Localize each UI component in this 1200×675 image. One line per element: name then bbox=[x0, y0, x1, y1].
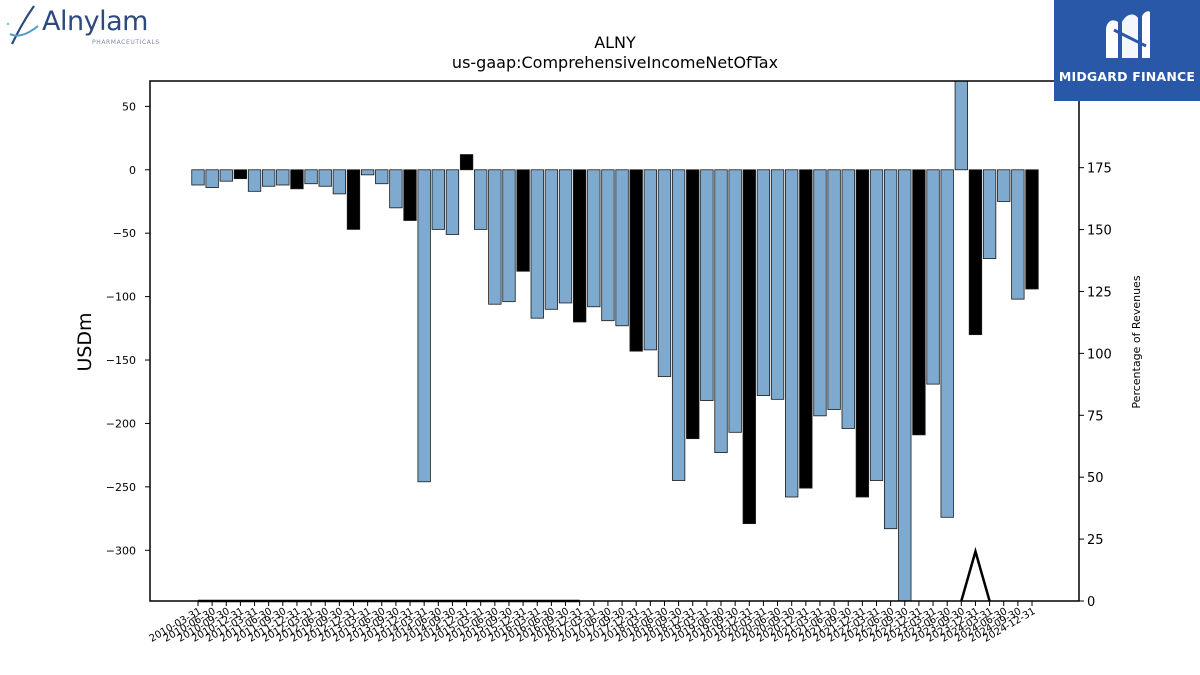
bar-2016-12-31 bbox=[573, 169, 587, 323]
bar-2010-06-30 bbox=[205, 169, 219, 188]
alnylam-logo: Alnylam PHARMACEUTICALS bbox=[4, 4, 164, 50]
y-tick-label: −50 bbox=[113, 227, 136, 240]
bar-2012-06-30 bbox=[318, 169, 332, 187]
bar-2021-06-30 bbox=[827, 169, 841, 410]
bar-2021-03-31 bbox=[813, 169, 827, 417]
chart-title: ALNY bbox=[594, 33, 636, 52]
y-tick-label: −150 bbox=[106, 354, 136, 367]
plot-frame bbox=[149, 80, 1080, 602]
bar-2018-03-31 bbox=[643, 169, 657, 351]
bar-2023-09-30 bbox=[954, 80, 968, 171]
y-tick-label: −200 bbox=[106, 417, 136, 430]
alnylam-sub-text: PHARMACEUTICALS bbox=[92, 39, 160, 46]
alnylam-brand-text: Alnylam bbox=[42, 6, 148, 37]
bar-2017-09-30 bbox=[615, 169, 629, 327]
y2-tick-label: 25 bbox=[1087, 533, 1104, 548]
bars-group bbox=[191, 80, 1039, 602]
bar-2019-03-31 bbox=[700, 169, 714, 402]
bar-2013-06-30 bbox=[375, 169, 389, 185]
midgard-finance-logo: MIDGARD FINANCE bbox=[1054, 0, 1200, 101]
bar-2024-06-30 bbox=[997, 169, 1011, 202]
x-axis-ticks: 2010-03-312010-06-302010-09-302010-12-31… bbox=[148, 601, 1038, 645]
bar-2014-12-31 bbox=[459, 154, 474, 171]
bar-2013-09-30 bbox=[389, 169, 403, 209]
bar-2017-06-30 bbox=[601, 169, 615, 322]
bar-2021-09-30 bbox=[841, 169, 855, 429]
bar-2022-03-31 bbox=[869, 169, 884, 481]
bar-2016-03-31 bbox=[530, 169, 544, 319]
chart-subtitle: us-gaap:ComprehensiveIncomeNetOfTax bbox=[452, 53, 778, 72]
y2-tick-label: 75 bbox=[1087, 409, 1104, 424]
bar-2016-06-30 bbox=[544, 169, 559, 310]
bar-2019-09-30 bbox=[728, 169, 742, 433]
ratio-line-group bbox=[198, 546, 991, 603]
y-axis-label: USDm bbox=[74, 312, 96, 371]
bar-2014-09-30 bbox=[445, 169, 460, 235]
bar-2015-12-31 bbox=[516, 169, 530, 272]
y-axis-ticks: 50 0 −50 −100 −150 −200 −250 −300 bbox=[106, 100, 150, 557]
bar-2011-09-30 bbox=[276, 169, 290, 186]
bar-2011-12-31 bbox=[290, 169, 304, 190]
bar-2012-12-31 bbox=[346, 169, 361, 230]
bar-2012-03-31 bbox=[304, 169, 318, 185]
bar-2020-09-30 bbox=[785, 169, 799, 498]
bar-2019-06-30 bbox=[714, 169, 728, 454]
bar-2014-06-30 bbox=[431, 169, 445, 230]
bar-2012-09-30 bbox=[332, 169, 347, 195]
y2-tick-label: 50 bbox=[1087, 471, 1104, 486]
y2-tick-label: 175 bbox=[1087, 162, 1112, 177]
bar-2020-06-30 bbox=[770, 169, 785, 400]
y-tick-label: −300 bbox=[106, 544, 136, 557]
bar-2011-06-30 bbox=[262, 169, 276, 187]
bar-2024-09-30 bbox=[1011, 169, 1025, 300]
bar-2024-03-31 bbox=[982, 169, 997, 259]
bar-2022-06-30 bbox=[883, 169, 898, 530]
bar-2015-09-30 bbox=[502, 169, 516, 303]
bar-2011-03-31 bbox=[247, 169, 262, 192]
bar-2010-03-31 bbox=[191, 169, 205, 186]
bar-2018-09-30 bbox=[671, 169, 686, 481]
bar-2021-12-31 bbox=[855, 169, 870, 498]
y-tick-label: −100 bbox=[106, 291, 136, 304]
bar-2015-06-30 bbox=[488, 169, 502, 305]
bar-2018-12-31 bbox=[686, 169, 700, 440]
ratio-line bbox=[960, 546, 991, 602]
bar-2016-09-30 bbox=[558, 169, 573, 304]
bar-2010-09-30 bbox=[219, 169, 233, 182]
y-tick-label: 0 bbox=[129, 164, 136, 177]
bar-2022-12-31 bbox=[912, 169, 926, 436]
alnylam-swoosh-icon bbox=[6, 5, 39, 45]
bar-2020-12-31 bbox=[799, 169, 813, 489]
bar-2023-06-30 bbox=[940, 169, 954, 518]
bar-2013-12-31 bbox=[403, 169, 417, 221]
midgard-finance-name: MIDGARD FINANCE bbox=[1058, 69, 1196, 84]
y2-tick-label: 0 bbox=[1087, 595, 1095, 610]
bar-2020-03-31 bbox=[756, 169, 771, 396]
y2-axis-ticks: 0 25 50 75 100 125 150 175 bbox=[1079, 162, 1112, 610]
bar-2019-12-31 bbox=[742, 169, 756, 525]
bar-2017-03-31 bbox=[587, 169, 601, 308]
y2-tick-label: 150 bbox=[1087, 224, 1112, 239]
bar-2010-12-31 bbox=[233, 169, 248, 180]
y2-tick-label: 125 bbox=[1087, 285, 1112, 300]
bar-2014-03-31 bbox=[417, 169, 431, 483]
bar-2015-03-31 bbox=[474, 169, 488, 230]
midgard-mark-icon bbox=[1106, 11, 1150, 59]
y-tick-label: 50 bbox=[122, 100, 136, 113]
y-tick-label: −250 bbox=[106, 481, 136, 494]
bar-2018-06-30 bbox=[657, 169, 672, 377]
bar-2023-12-31 bbox=[968, 169, 983, 336]
y2-axis-label: Percentage of Revenues bbox=[1130, 275, 1143, 408]
y2-tick-label: 100 bbox=[1087, 347, 1112, 362]
bar-2022-09-30 bbox=[898, 169, 912, 602]
bar-2024-12-31 bbox=[1025, 169, 1039, 290]
bar-2023-03-31 bbox=[926, 169, 940, 385]
bar-2017-12-31 bbox=[629, 169, 643, 352]
bar-2013-03-31 bbox=[360, 169, 375, 176]
